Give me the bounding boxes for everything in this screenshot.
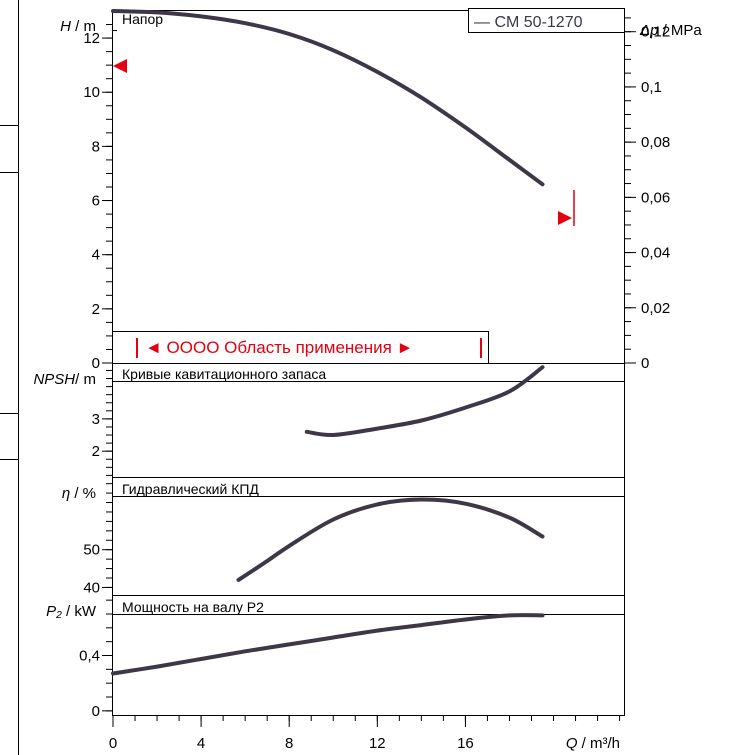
range-label: ◄ OOOO Область применения ► bbox=[145, 338, 413, 357]
x-tick-label: 16 bbox=[457, 735, 474, 752]
y-tick-label: 12 bbox=[83, 30, 100, 47]
y-tick-label: 6 bbox=[92, 193, 100, 210]
page-gutter bbox=[0, 0, 19, 755]
y-tick-label: 3 bbox=[92, 411, 100, 428]
head-markers bbox=[113, 59, 575, 226]
y2-tick-label: 0,02 bbox=[641, 300, 670, 317]
panel-titles: Напор Кривые кавитационного запаса Гидра… bbox=[113, 11, 624, 615]
x-tick-label: 4 bbox=[197, 735, 205, 752]
end-point-marker bbox=[558, 211, 572, 225]
y-axis-label: P₂ / kW bbox=[46, 603, 97, 620]
y2-axis-label: Δp / MPa bbox=[639, 22, 702, 39]
x-tick-label: 12 bbox=[369, 735, 386, 752]
legend-box bbox=[468, 8, 625, 33]
y2-tick-label: 0,04 bbox=[641, 245, 670, 262]
y-tick-label: 0 bbox=[92, 355, 100, 372]
y-tick-label: 40 bbox=[83, 579, 100, 596]
y2-tick-label: 0 bbox=[641, 355, 649, 372]
y2-tick-label: 0,06 bbox=[641, 189, 670, 206]
y2-tick-label: 0,1 bbox=[641, 79, 662, 96]
y-tick-label: 4 bbox=[92, 247, 100, 264]
head-panel-frame bbox=[112, 10, 625, 364]
x-tick-label: 8 bbox=[285, 735, 293, 752]
eta-curve bbox=[236, 497, 545, 582]
y-axis-label: NPSH/ m bbox=[33, 371, 96, 388]
y-tick-label: 0,4 bbox=[79, 648, 100, 665]
y-axis-label: H / m bbox=[60, 18, 96, 35]
curves bbox=[111, 9, 545, 676]
y2-tick-label: 0,08 bbox=[641, 134, 670, 151]
power-panel-title: Мощность на валу P2 bbox=[122, 599, 264, 615]
head-panel-title: Напор bbox=[122, 11, 163, 27]
shutoff-head-marker bbox=[113, 59, 127, 73]
y-tick-label: 2 bbox=[92, 443, 100, 460]
y-tick-label: 8 bbox=[92, 138, 100, 155]
y2-tick-label: 0,12 bbox=[641, 24, 670, 41]
npsh-panel-title: Кривые кавитационного запаса bbox=[122, 366, 326, 382]
x-tick-label: 0 bbox=[109, 735, 117, 752]
x-axis-label: Q / m³/h bbox=[566, 735, 620, 752]
application-range: ◄ OOOO Область применения ► bbox=[112, 331, 489, 364]
power-curve bbox=[111, 613, 545, 676]
head-curve bbox=[111, 9, 545, 187]
y-tick-label: 50 bbox=[83, 542, 100, 559]
y-tick-label: 2 bbox=[92, 301, 100, 318]
legend-label: — CM 50-1270 bbox=[474, 14, 583, 31]
eta-panel-title: Гидравлический КПД bbox=[122, 481, 259, 497]
y-axis-label: η / % bbox=[62, 485, 96, 502]
legend: — CM 50-1270 bbox=[468, 8, 625, 33]
y-tick-label: 0 bbox=[92, 703, 100, 720]
npsh-curve bbox=[304, 365, 545, 438]
y-tick-label: 10 bbox=[83, 84, 100, 101]
